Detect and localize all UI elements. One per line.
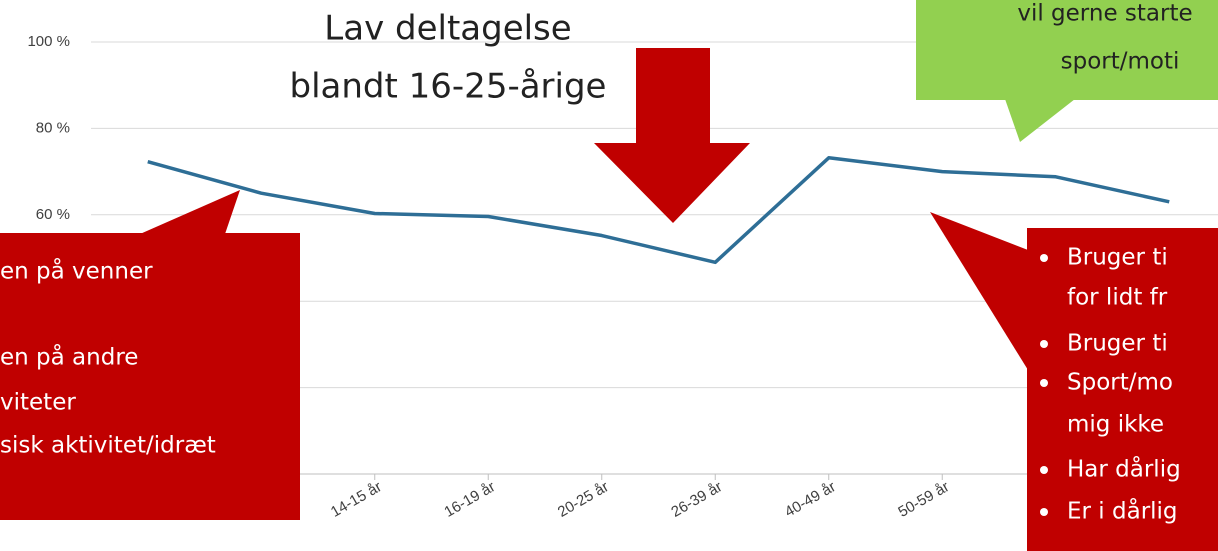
x-tick-label: 40-49 år xyxy=(782,478,839,521)
headline: blandt 16-25-årige xyxy=(290,67,607,107)
line xyxy=(147,156,1170,265)
x-tick-label: 16-19 år xyxy=(441,478,498,521)
callout-text: Har dårlig xyxy=(1067,455,1181,483)
callout-text: Bruger ti xyxy=(1067,331,1168,357)
bullet xyxy=(1040,379,1048,387)
right-callout xyxy=(1027,228,1218,551)
callout-tail xyxy=(140,190,240,234)
callout-text: vil gerne starte xyxy=(1017,1,1192,27)
callout-text: mig ikke xyxy=(1067,412,1164,438)
x-tick-label: 14-15 år xyxy=(328,478,385,521)
headline: Lav deltagelse xyxy=(324,9,571,49)
callout-text: Er i dårlig xyxy=(1067,497,1178,525)
bullet xyxy=(1040,340,1048,348)
x-tick-label: 50-59 år xyxy=(895,478,952,521)
callout-text: sport/moti xyxy=(1061,49,1180,75)
bullet xyxy=(1040,254,1048,262)
y-tick-label: 60 % xyxy=(36,206,70,223)
left-callout xyxy=(0,233,300,520)
y-tick-label: 80 % xyxy=(36,119,70,136)
callout-text: sisk aktivitet/idræt xyxy=(0,433,216,459)
arrow xyxy=(594,48,750,223)
callout-tail xyxy=(930,212,1028,370)
callout-text: Sport/mo xyxy=(1067,370,1173,396)
x-tick-label: 26-39 år xyxy=(668,478,725,521)
callout-text: viteter xyxy=(0,390,76,416)
callout-text: en på andre xyxy=(0,343,138,371)
callout-text: Bruger ti xyxy=(1067,245,1168,271)
y-tick-label: 100 % xyxy=(27,33,70,50)
bullet-list: Bruger ti for lidt fr Bruger ti Sport/mo mig… xyxy=(1040,245,1181,525)
callout-text: en på venner xyxy=(0,257,153,285)
callout-text: for lidt fr xyxy=(1067,285,1168,311)
bullet xyxy=(1040,466,1048,474)
callout-tail xyxy=(1005,99,1075,142)
bullet xyxy=(1040,508,1048,516)
x-tick-label: 20-25 år xyxy=(555,478,612,521)
green-callout xyxy=(916,0,1218,100)
